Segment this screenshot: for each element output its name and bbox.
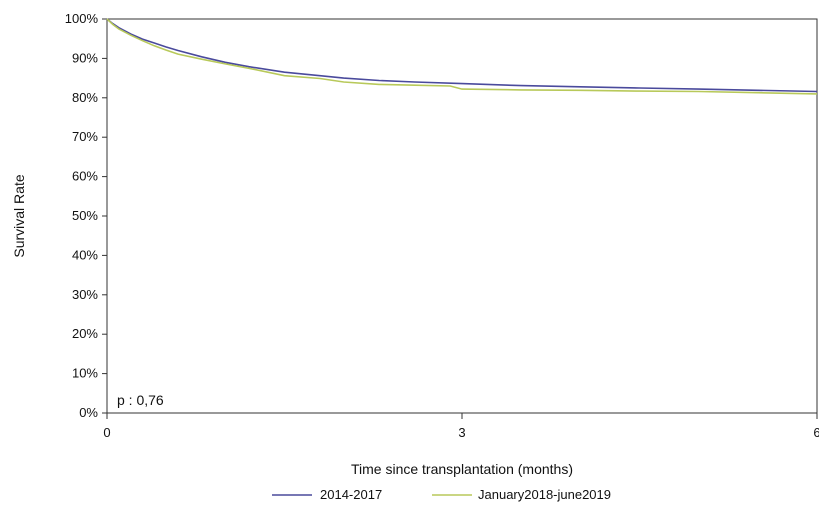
legend-label-1: 2014-2017 (320, 487, 382, 502)
legend: 2014-2017 January2018-june2019 (272, 487, 611, 502)
x-axis: 0 3 6 (103, 413, 819, 440)
y-tick-label: 100% (65, 11, 99, 26)
legend-label-2: January2018-june2019 (478, 487, 611, 502)
y-axis-title: Survival Rate (11, 174, 27, 257)
series-line-2 (106, 18, 818, 95)
y-axis: 0% 10% 20% 30% 40% 50% 60% 70% 80% 90% 100% (65, 11, 107, 420)
y-tick-label: 90% (72, 50, 98, 65)
series-layer (106, 18, 818, 95)
p-value-annotation: p : 0,76 (117, 392, 164, 408)
y-tick-label: 50% (72, 208, 98, 223)
x-tick-label: 3 (458, 425, 465, 440)
y-tick-label: 0% (79, 405, 98, 420)
x-axis-title: Time since transplantation (months) (351, 461, 573, 477)
y-tick-label: 80% (72, 90, 98, 105)
plot-frame (106, 18, 818, 414)
y-tick-label: 10% (72, 366, 98, 381)
plot-area (106, 18, 818, 414)
y-tick-label: 60% (72, 169, 98, 184)
x-tick-label: 6 (813, 425, 819, 440)
series-line-1 (106, 18, 818, 93)
y-tick-label: 30% (72, 287, 98, 302)
y-tick-label: 20% (72, 326, 98, 341)
x-tick-label: 0 (103, 425, 110, 440)
y-tick-label: 70% (72, 129, 98, 144)
y-tick-label: 40% (72, 247, 98, 262)
